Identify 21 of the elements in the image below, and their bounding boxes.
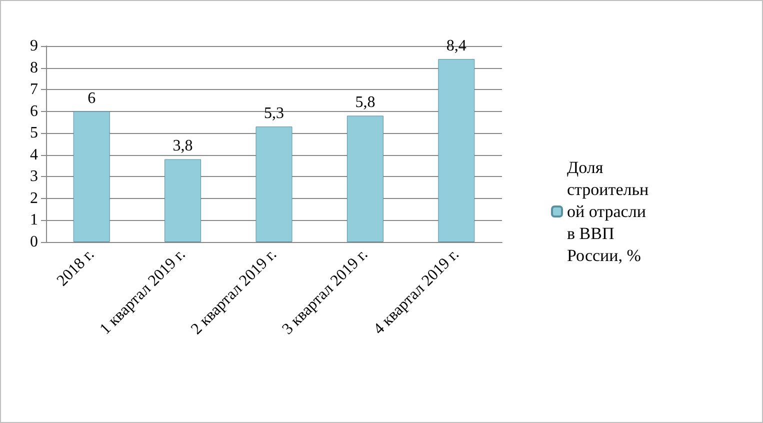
y-tick-label: 2: [30, 190, 38, 207]
y-tick-label: 9: [30, 38, 38, 54]
y-tick-label: 6: [30, 102, 38, 120]
data-label: 6: [88, 90, 96, 107]
bar: [438, 59, 475, 242]
data-label: 5,3: [264, 105, 284, 122]
y-tick-label: 0: [30, 234, 38, 250]
bar: [346, 116, 384, 242]
bar: [73, 111, 110, 242]
bar: [164, 159, 202, 242]
data-label: 3,8: [172, 138, 193, 155]
y-tick-label: 7: [30, 81, 38, 98]
data-label: 5,8: [355, 94, 376, 112]
legend-label: Доля строительной отрасли в ВВП России, %: [567, 158, 650, 265]
y-tick-label: 8: [30, 59, 38, 76]
y-tick-label: 5: [30, 124, 38, 142]
y-tick-label: 1: [30, 212, 38, 229]
bar: [256, 126, 292, 242]
data-label: 8,4: [446, 38, 466, 55]
y-tick-label: 3: [30, 168, 38, 186]
y-tick-label: 4: [30, 146, 38, 164]
